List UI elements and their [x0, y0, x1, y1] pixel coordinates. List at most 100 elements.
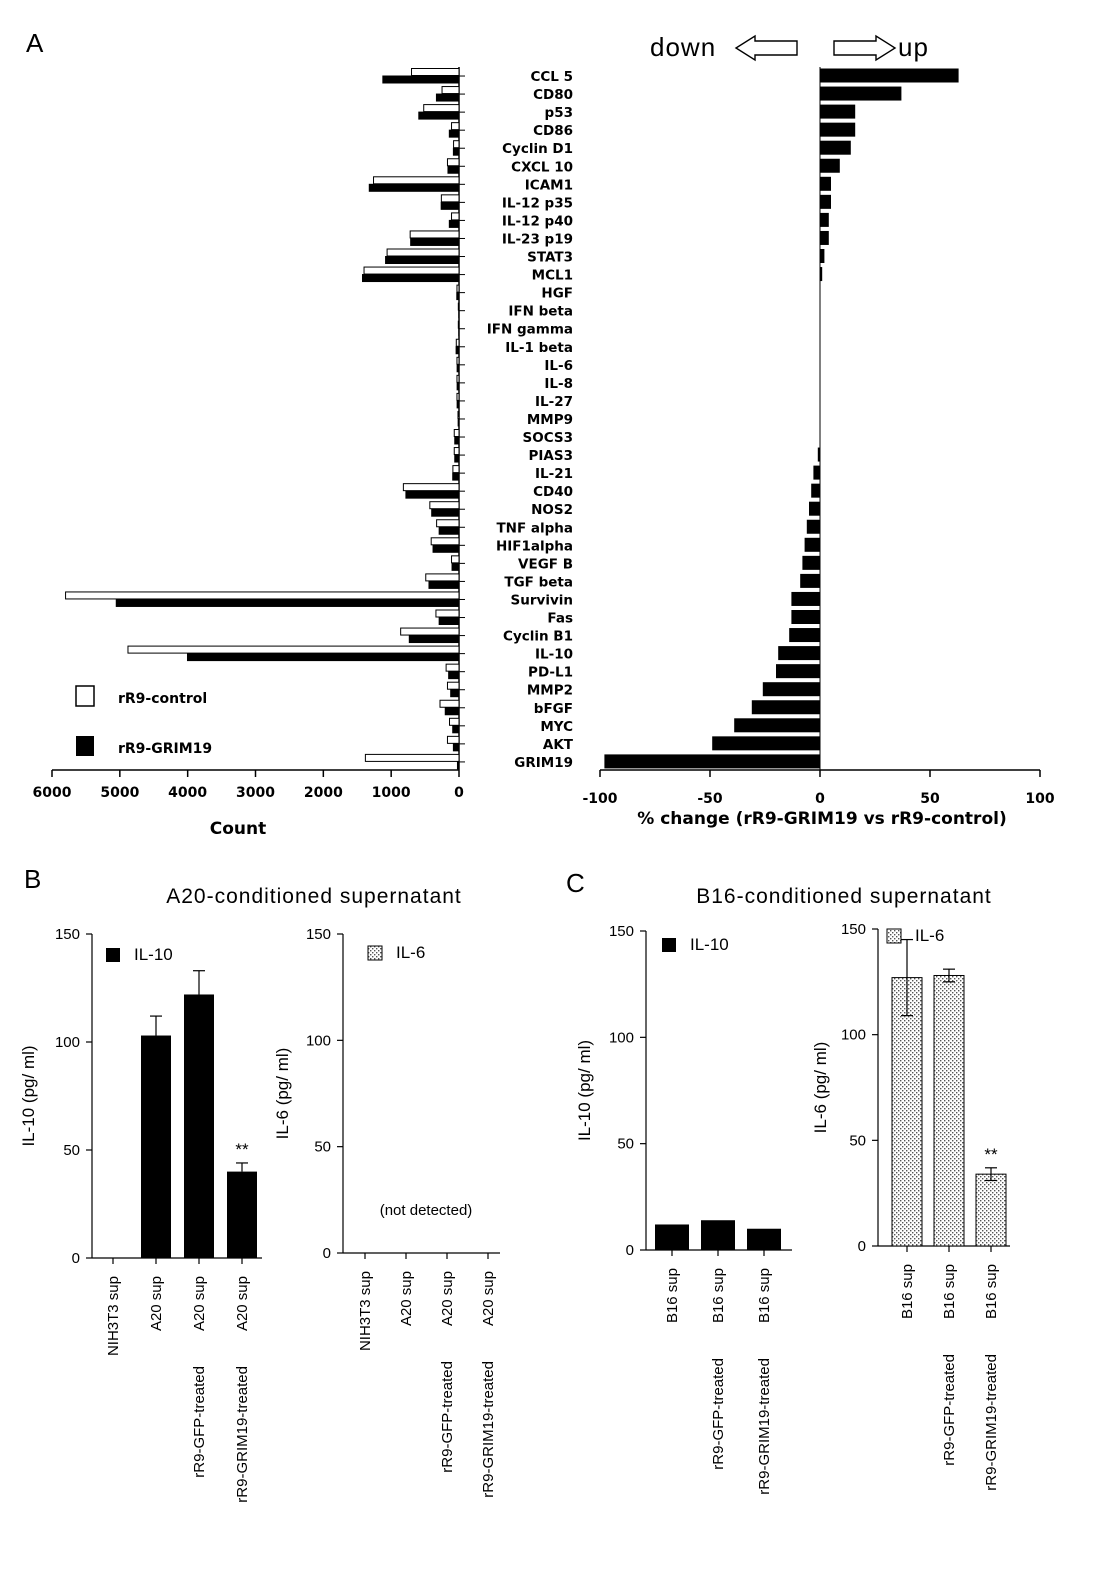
gene-label: CCL 5	[530, 69, 573, 85]
bar-grim19-18	[456, 400, 459, 409]
gene-label: IL-6	[544, 358, 573, 374]
category-label: A20 sup	[439, 1271, 456, 1326]
category-label: rR9-GFP-treated	[191, 1366, 208, 1478]
bar-control-3	[451, 122, 460, 131]
bar-grim19-23	[405, 490, 459, 499]
category-label: rR9-GRIM19-treated	[983, 1354, 1000, 1491]
category-label: B16 sup	[710, 1268, 727, 1323]
bar-control-4	[453, 140, 460, 149]
gene-label: TGF beta	[504, 574, 573, 590]
gene-label: IL-12 p35	[502, 195, 573, 211]
bar-control-11	[363, 266, 460, 275]
change-bar-21	[817, 447, 820, 462]
gene-label: Fas	[547, 611, 573, 627]
category-label: B16 sup	[899, 1264, 916, 1319]
change-bar-31	[789, 628, 820, 643]
bar-control-2	[423, 104, 460, 113]
significance-mark: **	[984, 1145, 998, 1164]
bar	[184, 994, 214, 1258]
category-label: A20 sup	[234, 1276, 251, 1331]
change-bar-32	[778, 646, 820, 661]
y-tick-label: 150	[609, 923, 634, 940]
legend: rR9-control rR9-GRIM19	[75, 685, 212, 757]
bar-grim19-13	[458, 310, 459, 319]
bar-control-22	[452, 465, 460, 474]
gene-label: CD40	[533, 484, 573, 500]
bar-grim19-11	[361, 274, 459, 283]
gene-label: MYC	[540, 719, 573, 735]
bar-control-38	[364, 753, 460, 762]
bar	[975, 1173, 1007, 1247]
gene-label: TNF alpha	[496, 520, 573, 536]
bar-grim19-15	[455, 346, 459, 355]
bar-grim19-2	[418, 111, 459, 120]
change-bar-11	[820, 267, 823, 282]
bar-control-20	[453, 429, 460, 437]
bar	[747, 1228, 781, 1250]
arrow-left-icon	[734, 34, 798, 62]
bar-control-30	[435, 609, 460, 618]
bar-control-21	[453, 447, 460, 456]
bar-grim19-27	[451, 562, 459, 571]
legend-label-control: rR9-control	[118, 691, 207, 707]
bar-grim19-35	[444, 707, 459, 716]
change-x-tick-label: 0	[815, 791, 825, 807]
change-bar-33	[776, 664, 820, 679]
change-bar-22	[813, 465, 820, 480]
change-bar-6	[820, 176, 831, 191]
gene-label: AKT	[543, 737, 574, 753]
bar-grim19-26	[432, 544, 459, 553]
bar-control-32	[127, 645, 460, 654]
gene-label: IL-8	[544, 376, 573, 392]
change-bar-29	[791, 591, 820, 606]
bar-grim19-29	[115, 598, 459, 607]
category-label: NIH3T3 sup	[105, 1276, 122, 1356]
b-title: A20-conditioned supernatant	[166, 885, 462, 908]
bar-control-34	[446, 681, 460, 690]
gene-label: PD-L1	[528, 665, 573, 681]
bar-grim19-5	[447, 165, 459, 174]
bar-control-10	[386, 248, 460, 257]
category-label: rR9-GFP-treated	[710, 1358, 727, 1470]
category-label: A20 sup	[480, 1271, 497, 1326]
bar-grim19-14	[458, 328, 459, 337]
bar	[933, 974, 965, 1247]
a20-il10-chart: 0 50 100 150 IL-10 (pg/ ml) IL-10 NIH3T3 sup A2…	[19, 926, 262, 1503]
count-x-axis-label: Count	[210, 819, 267, 839]
bar-control-25	[436, 519, 460, 528]
gene-label: MCL1	[532, 268, 573, 284]
change-bar-25	[806, 519, 820, 534]
bar-grim19-19	[457, 418, 459, 427]
gene-label: IL-23 p19	[502, 231, 573, 247]
bar-control-0	[411, 68, 460, 76]
up-label: up	[898, 32, 929, 62]
legend-swatch	[662, 938, 676, 952]
category-label: rR9-GFP-treated	[941, 1354, 958, 1466]
bar-grim19-28	[428, 580, 459, 589]
count-bar-chart: 6000 5000 4000 3000 2000 1000 0 Count rR9-cont…	[33, 67, 465, 839]
category-label: B16 sup	[983, 1264, 1000, 1319]
change-bar-27	[802, 555, 820, 570]
count-x-tick-label: 2000	[304, 785, 343, 801]
change-x-axis-label: % change (rR9-GRIM19 vs rR9-control)	[637, 809, 1006, 829]
gene-label: Cyclin B1	[503, 629, 573, 645]
down-label: down	[650, 32, 716, 62]
y-tick-label: 50	[314, 1139, 331, 1156]
bar-grim19-33	[448, 671, 459, 680]
gene-label: IFN beta	[508, 304, 573, 320]
gene-label: VEGF B	[518, 556, 573, 572]
gene-label: MMP2	[527, 683, 573, 699]
bar-grim19-8	[448, 219, 459, 228]
bar-control-24	[429, 501, 460, 510]
category-label: A20 sup	[148, 1276, 165, 1331]
bar-control-33	[445, 663, 460, 672]
panel-label-c: C	[566, 868, 585, 898]
change-bar-37	[712, 736, 820, 751]
change-bar-23	[811, 483, 820, 498]
legend-label: IL-10	[134, 945, 173, 964]
bar-control-5	[446, 158, 460, 167]
change-bar-3	[820, 122, 856, 137]
gene-label: IFN gamma	[487, 322, 573, 338]
y-tick-label: 0	[323, 1245, 331, 1262]
